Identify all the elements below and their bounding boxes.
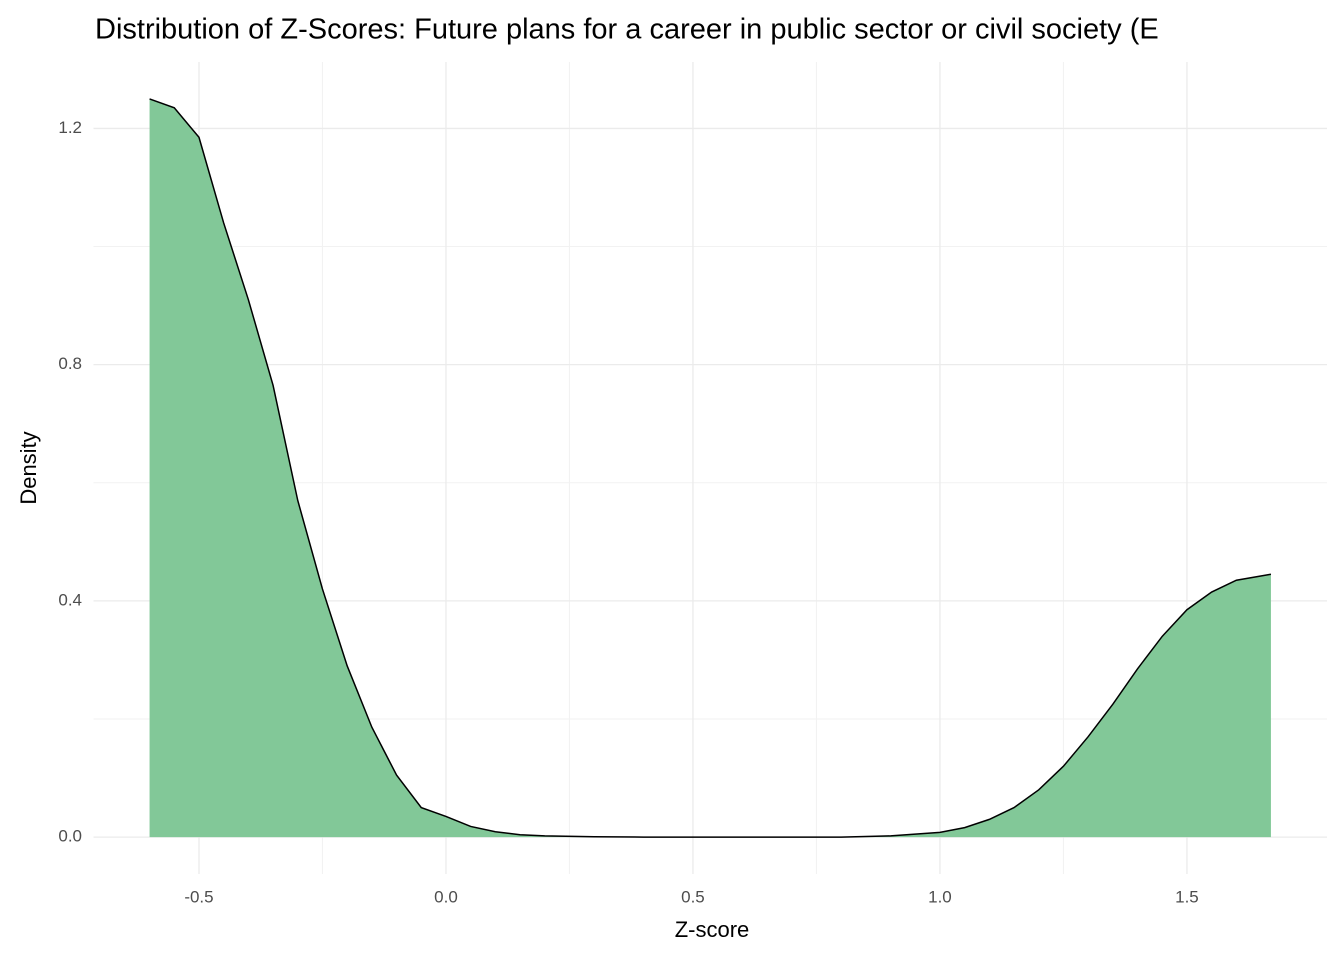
chart-title: Distribution of Z-Scores: Future plans f… (95, 14, 1159, 46)
density-area (149, 98, 1271, 838)
density-line (149, 98, 1272, 838)
x-tick-label: 0.5 (681, 887, 705, 906)
x-axis-title: Z-score (675, 917, 750, 942)
y-tick-label: 0.8 (58, 354, 82, 373)
y-axis-title: Density (16, 431, 41, 504)
x-tick-label: 1.0 (928, 887, 952, 906)
x-tick-label: 1.5 (1175, 887, 1199, 906)
y-tick-label: 0.4 (58, 590, 82, 609)
y-tick-label: 0.0 (58, 827, 82, 846)
y-tick-label: 1.2 (58, 118, 82, 137)
x-tick-label: 0.0 (434, 887, 458, 906)
x-tick-label: -0.5 (184, 887, 213, 906)
